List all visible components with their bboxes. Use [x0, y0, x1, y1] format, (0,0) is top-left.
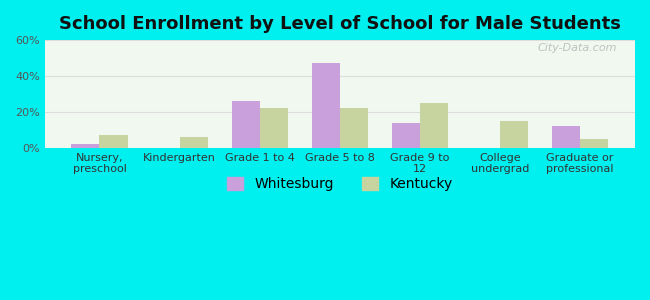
Bar: [179, 137, 207, 148]
Bar: [99, 135, 127, 148]
Text: City-Data.com: City-Data.com: [538, 43, 618, 53]
Bar: [260, 108, 288, 148]
Title: School Enrollment by Level of School for Male Students: School Enrollment by Level of School for…: [59, 15, 621, 33]
Bar: [392, 123, 420, 148]
Bar: [500, 121, 528, 148]
Legend: Whitesburg, Kentucky: Whitesburg, Kentucky: [221, 172, 458, 197]
Bar: [312, 63, 340, 148]
Bar: [340, 108, 368, 148]
Bar: [72, 144, 99, 148]
Bar: [420, 103, 448, 148]
Bar: [580, 139, 608, 148]
Bar: [552, 126, 580, 148]
Bar: [231, 101, 260, 148]
